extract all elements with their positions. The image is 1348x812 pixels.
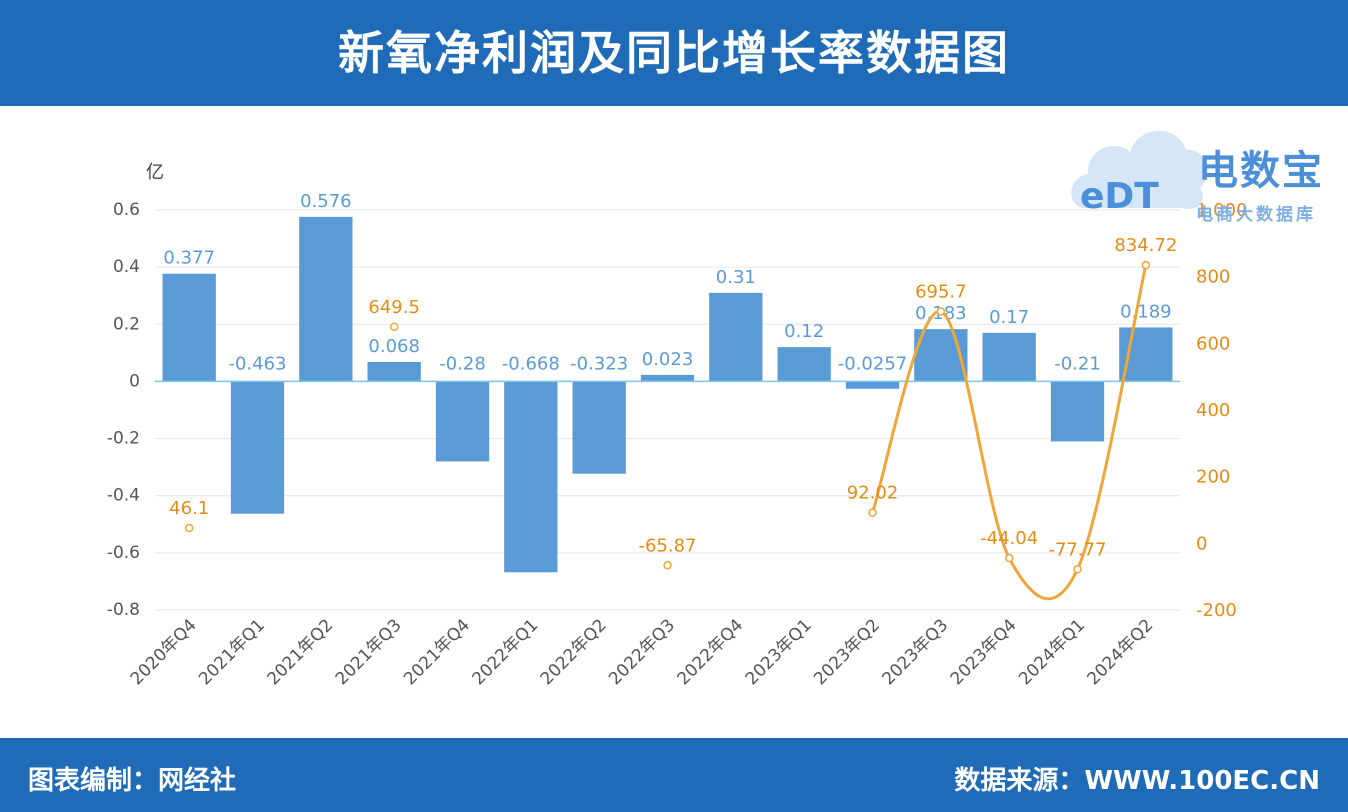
- x-tick-label: 2023年Q3: [878, 615, 952, 689]
- bar-data-label: 0.023: [642, 349, 694, 370]
- y-tick-label: -0.8: [107, 600, 140, 620]
- x-tick-label: 2022年Q2: [537, 615, 611, 689]
- bar: [299, 216, 353, 382]
- bar-data-label: 0.17: [989, 307, 1029, 328]
- line-point: [868, 508, 877, 517]
- line-point: [663, 561, 672, 570]
- y2-tick-label: 0: [1196, 533, 1207, 554]
- x-tick-label: 2022年Q3: [605, 615, 679, 689]
- x-tick-label: 2021年Q1: [195, 615, 269, 689]
- bar-data-label: -0.21: [1054, 353, 1101, 374]
- logo-sub: 电商大数据库: [1196, 205, 1316, 225]
- bar-data-label: -0.668: [502, 353, 560, 374]
- x-tick-label: 2021年Q2: [263, 615, 337, 689]
- bar: [572, 381, 626, 474]
- bar-data-label: -0.323: [570, 353, 628, 374]
- footer-banner: 图表编制：网经社 数据来源：WWW.100EC.CN: [0, 738, 1348, 812]
- x-tick-label: 2023年Q4: [947, 615, 1021, 689]
- bar: [845, 381, 900, 389]
- x-tick-label: 2023年Q1: [742, 615, 816, 689]
- y-tick-label: 0.2: [113, 314, 140, 334]
- y-tick-label: -0.4: [107, 486, 140, 506]
- y2-tick-label: 600: [1196, 333, 1230, 354]
- logo-brand: 电数宝: [1198, 148, 1324, 194]
- bar: [230, 381, 285, 514]
- line-point: [936, 307, 946, 316]
- footer-compiler: 图表编制：网经社: [28, 766, 237, 796]
- x-tick-label: 2022年Q1: [468, 615, 542, 689]
- y-tick-label: 0: [129, 371, 140, 391]
- chart-title: 新氧净利润及同比增长率数据图: [338, 26, 1010, 80]
- y2-tick-label: 800: [1196, 267, 1230, 288]
- bar-data-label: 0.12: [784, 321, 824, 342]
- line-point: [1141, 260, 1151, 270]
- bar: [640, 374, 695, 382]
- bar: [1050, 381, 1105, 442]
- bar: [709, 292, 763, 382]
- x-tick-label: 2021年Q4: [400, 615, 474, 689]
- bar-data-label: 0.31: [716, 267, 756, 288]
- title-banner: 新氧净利润及同比增长率数据图: [0, 0, 1348, 106]
- bar: [982, 332, 1036, 382]
- line-point: [184, 523, 194, 533]
- combo-chart: 0.6 0.4 0.2 0 -0.2 -0.4 -0.6 -0.8 1,000 800 600 400…: [107, 162, 1248, 689]
- line-data-label: 46.1: [169, 498, 209, 519]
- watermark-logo: eDT 电数宝 电商大数据库: [1064, 116, 1344, 226]
- line-data-label: 649.5: [368, 297, 420, 318]
- bar: [504, 381, 558, 573]
- y2-tick-label: 200: [1196, 467, 1230, 488]
- bar-data-label: -0.28: [439, 353, 486, 374]
- footer-source: 数据来源：WWW.100EC.CN: [954, 766, 1320, 796]
- y-tick-label: 0.6: [113, 200, 140, 220]
- x-tick-label: 2023年Q2: [810, 615, 884, 689]
- y2-tick-label: 1,000: [1196, 200, 1248, 221]
- x-tick-label: 2024年Q1: [1015, 615, 1089, 689]
- cloud-logo-icon: eDT: [1071, 130, 1208, 217]
- growth-rate-line: [871, 264, 1148, 601]
- x-tick-label: 2024年Q2: [1083, 615, 1157, 689]
- line-data-label: -44.04: [980, 528, 1038, 549]
- bar-data-label: -0.463: [228, 353, 286, 374]
- line-data-label: 695.7: [915, 281, 967, 302]
- bar: [777, 347, 831, 382]
- line-point: [1004, 553, 1014, 563]
- y-tick-label: -0.2: [107, 429, 140, 449]
- y2-tick-label: -200: [1196, 600, 1237, 621]
- bar-data-label: 0.068: [368, 336, 420, 357]
- x-tick-label: 2020年Q4: [127, 615, 201, 689]
- chart-area: 0.6 0.4 0.2 0 -0.2 -0.4 -0.6 -0.8 1,000 800 600 400…: [0, 106, 1348, 738]
- line-point: [1073, 565, 1082, 574]
- line-data-label: 92.02: [847, 483, 899, 504]
- line-data-label: -65.87: [638, 535, 696, 556]
- line-data-label: -77.77: [1048, 539, 1106, 560]
- y2-tick-label: 400: [1196, 400, 1230, 421]
- bar-data-label: 0.189: [1120, 301, 1172, 322]
- bar-data-label: 0.576: [300, 191, 352, 212]
- x-tick-label: 2022年Q4: [673, 615, 747, 689]
- line-point: [389, 322, 399, 332]
- bar-data-label: 0.377: [163, 248, 215, 269]
- logo-mark: eDT: [1080, 176, 1159, 217]
- y-tick-label: 0.4: [113, 257, 140, 277]
- bar: [162, 273, 216, 382]
- bar: [435, 381, 490, 462]
- y-tick-label: -0.6: [107, 543, 140, 563]
- line-data-label: 834.72: [1114, 235, 1177, 256]
- x-tick-label: 2021年Q3: [332, 615, 406, 689]
- bar: [367, 362, 421, 382]
- bar-data-label: -0.0257: [838, 353, 907, 374]
- y-axis-unit: 亿: [146, 162, 164, 183]
